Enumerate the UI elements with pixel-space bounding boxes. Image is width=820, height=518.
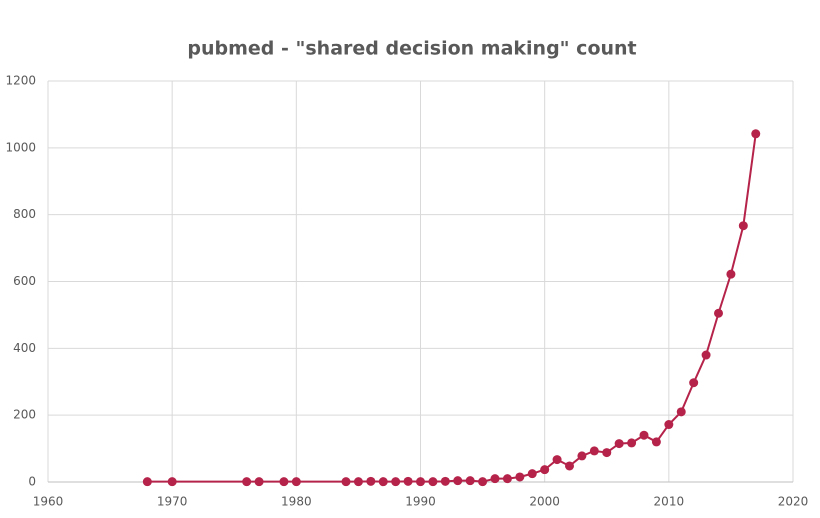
data-point <box>627 438 637 448</box>
x-tick-label: 1970 <box>157 495 188 509</box>
data-point <box>391 477 401 487</box>
data-point <box>341 477 351 487</box>
data-point <box>428 477 438 487</box>
data-point <box>515 472 525 482</box>
data-point <box>453 476 463 486</box>
data-point <box>416 477 425 487</box>
data-point <box>639 430 649 440</box>
data-point <box>565 461 574 471</box>
chart-title: pubmed - "shared decision making" count <box>187 38 636 60</box>
data-point <box>552 455 562 465</box>
y-tick-label: 200 <box>13 408 36 422</box>
y-tick-label: 600 <box>13 274 36 288</box>
data-point <box>614 439 624 449</box>
data-point <box>353 477 363 487</box>
data-point <box>142 477 152 487</box>
data-point <box>490 474 500 484</box>
data-point <box>689 378 699 388</box>
data-point <box>676 407 686 417</box>
data-point <box>478 477 488 487</box>
y-tick-label: 400 <box>13 341 36 355</box>
data-point <box>602 448 612 458</box>
data-point <box>440 476 450 486</box>
y-tick-label: 1200 <box>5 74 36 88</box>
data-point <box>167 477 177 487</box>
data-point <box>714 308 723 318</box>
data-point <box>726 269 736 279</box>
x-tick-label: 1960 <box>33 495 64 509</box>
y-tick-label: 800 <box>13 207 36 221</box>
x-tick-label: 1990 <box>405 495 436 509</box>
x-tick-label: 2010 <box>654 495 685 509</box>
x-tick-label: 2000 <box>529 495 560 509</box>
data-point <box>527 469 537 479</box>
x-tick-label: 1980 <box>281 495 312 509</box>
data-point <box>465 476 475 486</box>
data-point <box>738 221 748 231</box>
data-point <box>589 446 599 456</box>
data-point <box>279 477 289 487</box>
y-tick-label: 0 <box>28 475 36 489</box>
data-line <box>147 133 757 483</box>
data-point <box>502 474 512 484</box>
data-point <box>540 465 550 475</box>
data-point <box>651 437 661 447</box>
y-tick-label: 1000 <box>5 140 36 154</box>
data-point <box>242 477 252 487</box>
data-point <box>291 477 301 487</box>
data-point <box>366 476 376 486</box>
data-point <box>664 420 674 430</box>
data-point <box>403 476 413 486</box>
data-point <box>254 477 264 487</box>
data-point <box>378 477 388 487</box>
data-point <box>751 129 761 139</box>
data-point <box>701 350 711 360</box>
data-point <box>577 451 587 461</box>
x-tick-label: 2020 <box>778 495 809 509</box>
